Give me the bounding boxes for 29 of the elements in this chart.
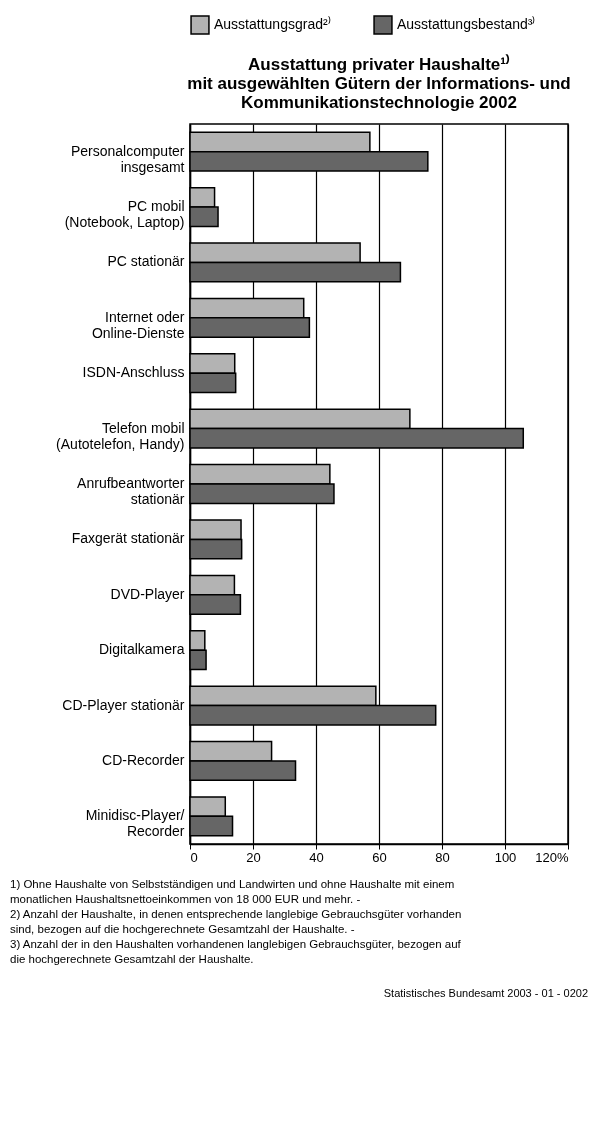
legend-label: Ausstattungsgrad²⁾ <box>214 16 331 33</box>
text: Kommunikationstechnologie 2002 <box>241 93 517 112</box>
x-tick-label: 0 <box>190 849 198 865</box>
x-tick-label: 80 <box>435 849 450 865</box>
legend-label: Ausstattungsbestand³⁾ <box>397 16 536 33</box>
y-tick-label: DVD-Player <box>110 585 185 602</box>
text: 1) Ohne Haushalte von Selbstständigen und Landwirten und ohne Haushalte mit einem monatlichen Haushaltsnettoeinkommen von 18 000 EUR und mehr. - <box>10 878 455 905</box>
y-tick-label: Digitalkamera <box>98 641 185 658</box>
y-tick-label: Telefon mobil (Autotelefon, Handy) <box>56 419 185 452</box>
text: mit ausgewählten Gütern der Informations- und <box>187 74 571 93</box>
text: Ausstattung privater Haushalte¹⁾ <box>248 55 510 74</box>
text: Statistisches Bundesamt 2003 - 01 - 0202 <box>383 987 588 999</box>
y-tick-label: PC stationär <box>107 253 185 270</box>
x-tick-label: 20 <box>246 849 261 865</box>
x-tick-label: 40 <box>309 849 324 865</box>
text: 2) Anzahl der Haushalte, in denen entsprechende langlebige Gebrauchsgüter vorhanden sind, bezogen auf die hochgerechnete Gesamtzahl der Haushalte. - <box>10 908 462 935</box>
y-tick-label: Minidisc-Player/ Recorder <box>85 807 185 840</box>
y-tick-label: CD-Player stationär <box>62 696 185 713</box>
y-tick-label: Internet oder Online-Dienste <box>91 308 185 341</box>
y-tick-label: ISDN-Anschluss <box>82 364 185 381</box>
x-tick-label: 120% <box>535 849 569 865</box>
y-tick-label: Personalcomputer insgesamt <box>70 142 185 175</box>
x-tick-label: 100 <box>494 849 517 865</box>
y-tick-label: Faxgerät stationär <box>71 530 185 547</box>
y-tick-label: CD-Recorder <box>102 751 185 768</box>
y-tick-label: Anrufbeantworter stationär <box>77 475 185 507</box>
y-tick-label: PC mobil (Notebook, Laptop) <box>64 198 185 231</box>
x-tick-label: 60 <box>372 849 387 865</box>
text: 3) Anzahl der in den Haushalten vorhandenen langlebigen Gebrauchsgüter, bezogen auf die hochgerechnete Gesamtzahl der Haushalte. <box>10 938 462 965</box>
